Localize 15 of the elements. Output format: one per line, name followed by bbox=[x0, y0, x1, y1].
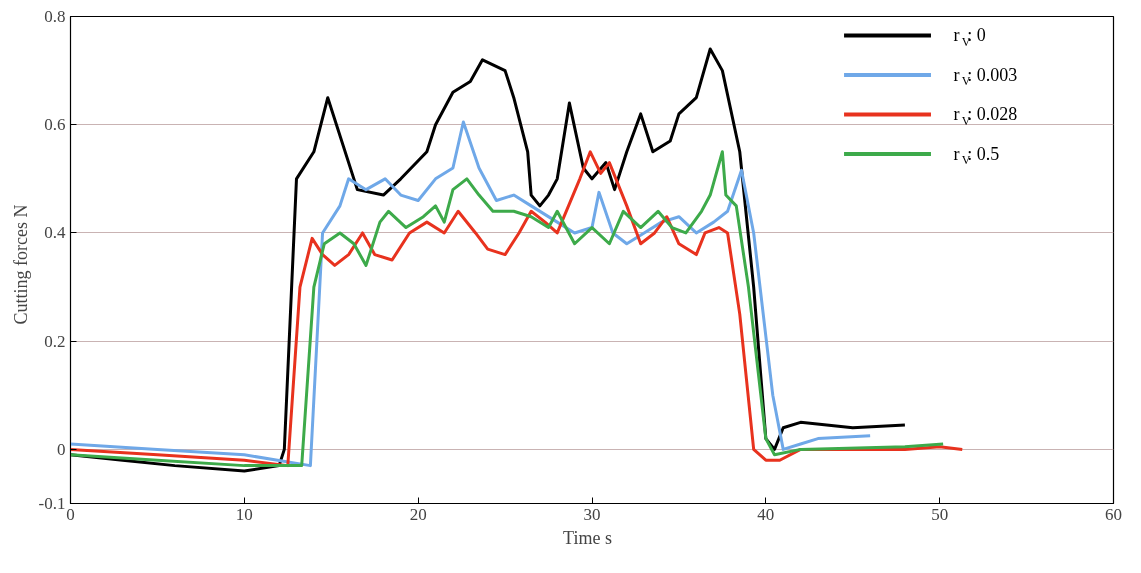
y-axis-title: Cutting forces N bbox=[10, 204, 31, 325]
line-series bbox=[70, 120, 872, 468]
y-tick-label: 0.4 bbox=[44, 223, 66, 243]
y-tick-label: 0 bbox=[57, 439, 66, 459]
x-tick-label: 30 bbox=[583, 504, 601, 524]
x-tick-label: 60 bbox=[1105, 504, 1122, 524]
y-tick-label: -0.1 bbox=[38, 494, 66, 513]
y-tick-label: 0.8 bbox=[44, 7, 66, 26]
x-tick-label: 10 bbox=[235, 504, 253, 524]
x-axis-title: Time s bbox=[563, 527, 612, 548]
y-tick-label: 0.2 bbox=[44, 331, 66, 351]
x-tick-label: 20 bbox=[409, 504, 427, 524]
y-tick-label: 0.6 bbox=[44, 115, 66, 135]
x-tick-label: 40 bbox=[757, 504, 775, 524]
x-tick-label: 50 bbox=[931, 504, 949, 524]
